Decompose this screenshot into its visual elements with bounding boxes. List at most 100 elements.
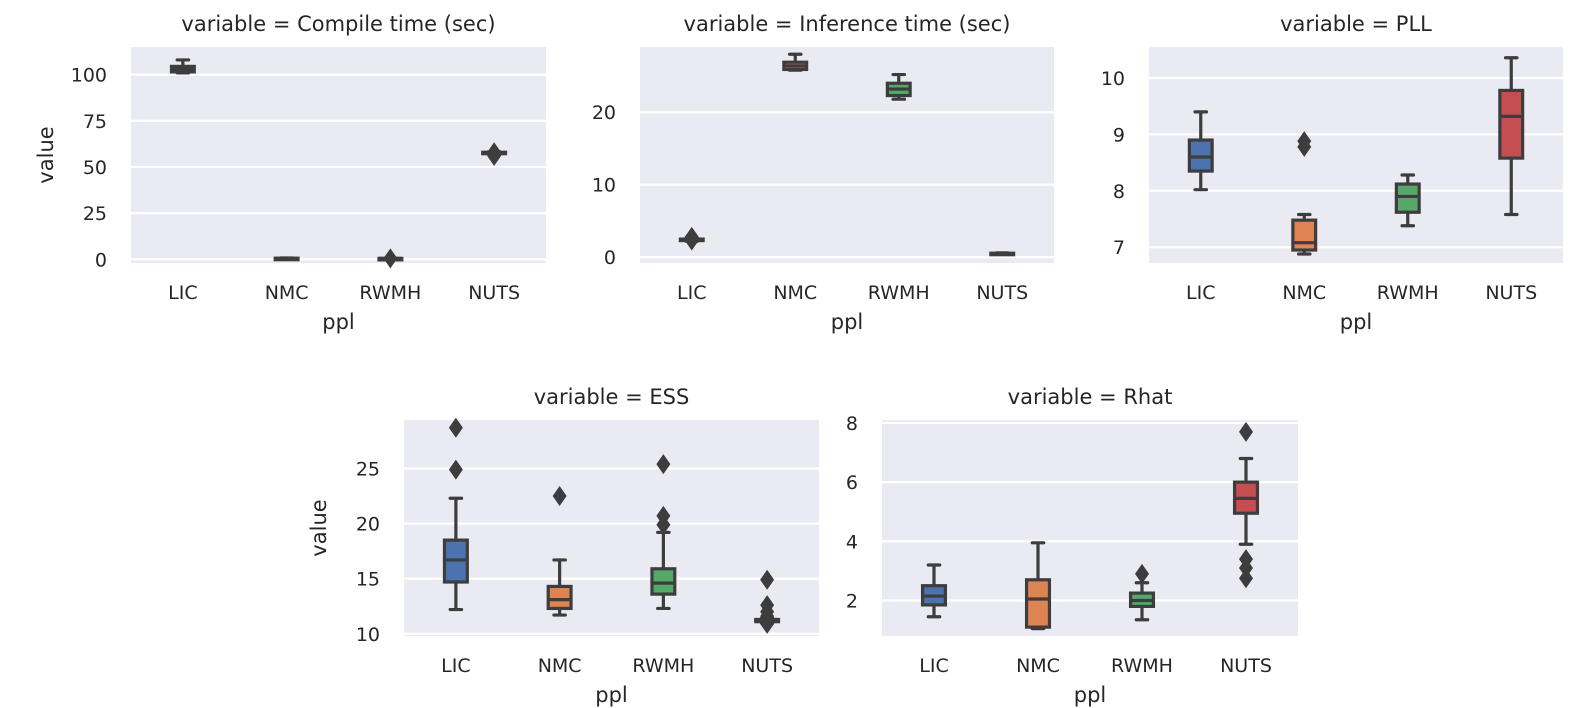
flier-point [684,230,699,251]
panel-title: variable = Rhat [1008,385,1173,409]
x-axis-label: ppl [1074,683,1107,707]
box-nmc [546,486,573,617]
x-tick-label: RWMH [1377,282,1439,304]
x-axis-label: ppl [1340,310,1373,334]
flier-point [1239,568,1253,589]
y-tick-label: 7 [1113,237,1125,259]
box-iqr [1024,578,1052,629]
y-tick-label: 8 [846,413,858,435]
x-tick-label: NMC [1282,282,1326,304]
box-rwmh [1128,563,1156,622]
x-tick-label: LIC [441,655,470,677]
y-tick-label: 8 [1113,181,1125,203]
panel-title: variable = Inference time (sec) [684,12,1011,36]
y-tick-label: 75 [83,111,107,133]
flier-point [760,613,775,634]
x-tick-label: NUTS [1485,282,1537,304]
x-tick-label: NUTS [976,282,1028,304]
box-nuts [989,251,1016,257]
y-tick-label: 50 [83,157,107,179]
y-tick-label: 9 [1113,124,1125,146]
box-lic [442,417,469,612]
x-tick-label: NUTS [468,282,520,304]
plot-area [640,47,1054,263]
box-rwmh [885,72,912,101]
box-nmc [782,52,809,72]
box-nuts [1498,56,1525,217]
flier-point [656,454,671,475]
box-iqr [650,567,677,596]
plot-area [131,47,546,263]
box-nuts [754,569,781,634]
y-tick-label: 20 [356,514,380,536]
box-lic [920,563,948,619]
y-tick-label: 0 [604,247,616,269]
panel-title: variable = Compile time (sec) [181,12,495,36]
facet-panel-3: 10 15 20 25 LIC NMC RWMH NUTS variable = ESS ppl v… [307,385,819,707]
y-tick-label: 4 [846,531,858,553]
panel-title: variable = ESS [534,385,690,409]
plot-area [1149,47,1563,263]
x-tick-label: LIC [919,655,948,677]
y-tick-label: 10 [356,624,380,646]
y-tick-label: 6 [846,472,858,494]
plot-area [404,420,819,636]
x-tick-label: LIC [1186,282,1215,304]
box-lic [678,226,705,251]
x-axis-label: ppl [322,310,355,334]
y-tick-label: 20 [592,102,616,124]
box-rwmh [1394,173,1421,228]
box-nuts [481,142,508,166]
y-tick-label: 15 [356,569,380,591]
y-tick-label: 100 [71,65,107,87]
y-tick-label: 10 [592,175,616,197]
y-tick-label: 2 [846,590,858,612]
x-tick-label: NMC [265,282,309,304]
box-iqr [1291,218,1318,252]
facet-panel-4: 2 4 6 8 LIC NMC RWMH NUTS variable = Rhat ppl [846,385,1298,707]
x-tick-label: NMC [1016,655,1060,677]
flier-point [1135,563,1149,584]
box-lic [1187,110,1214,192]
x-tick-label: LIC [168,282,197,304]
flier-point [383,248,398,269]
x-tick-label: RWMH [868,282,930,304]
facet-panel-2: 7 8 9 10 LIC NMC RWMH NUTS variable = PLL ppl [1101,12,1563,334]
flier-point [448,459,463,480]
flier-point [448,417,463,438]
flier-point [487,145,502,166]
flier-point [1239,557,1253,578]
x-tick-label: RWMH [632,655,694,677]
facet-panel-0: 0 25 50 75 100 LIC NMC RWMH NUTS variable = Compi… [34,12,546,334]
box-iqr [1394,182,1421,214]
y-axis-label: value [34,126,58,183]
flier-point [760,569,775,590]
box-nuts [1232,421,1260,589]
x-tick-label: RWMH [1111,655,1173,677]
flier-point [1297,136,1312,157]
flier-point [656,514,671,535]
x-tick-label: NMC [773,282,817,304]
y-axis-label: value [307,499,331,556]
x-axis-label: ppl [595,683,628,707]
box-rwmh [377,248,404,269]
y-tick-label: 25 [356,458,380,480]
x-tick-label: NUTS [741,655,793,677]
y-tick-label: 0 [95,249,107,271]
x-tick-label: LIC [677,282,706,304]
flier-point [1239,421,1253,442]
panel-title: variable = PLL [1280,12,1432,36]
facet-panel-1: 0 10 20 LIC NMC RWMH NUTS variable = Inference … [592,12,1054,334]
x-tick-label: NUTS [1220,655,1272,677]
box-rwmh [650,454,677,611]
box-iqr [546,584,573,611]
box-nmc [273,256,300,262]
y-tick-label: 25 [83,203,107,225]
x-axis-label: ppl [831,310,864,334]
x-tick-label: RWMH [359,282,421,304]
box-nmc [1024,541,1052,631]
y-tick-label: 10 [1101,68,1125,90]
box-iqr [1498,88,1525,160]
x-tick-label: NMC [538,655,582,677]
